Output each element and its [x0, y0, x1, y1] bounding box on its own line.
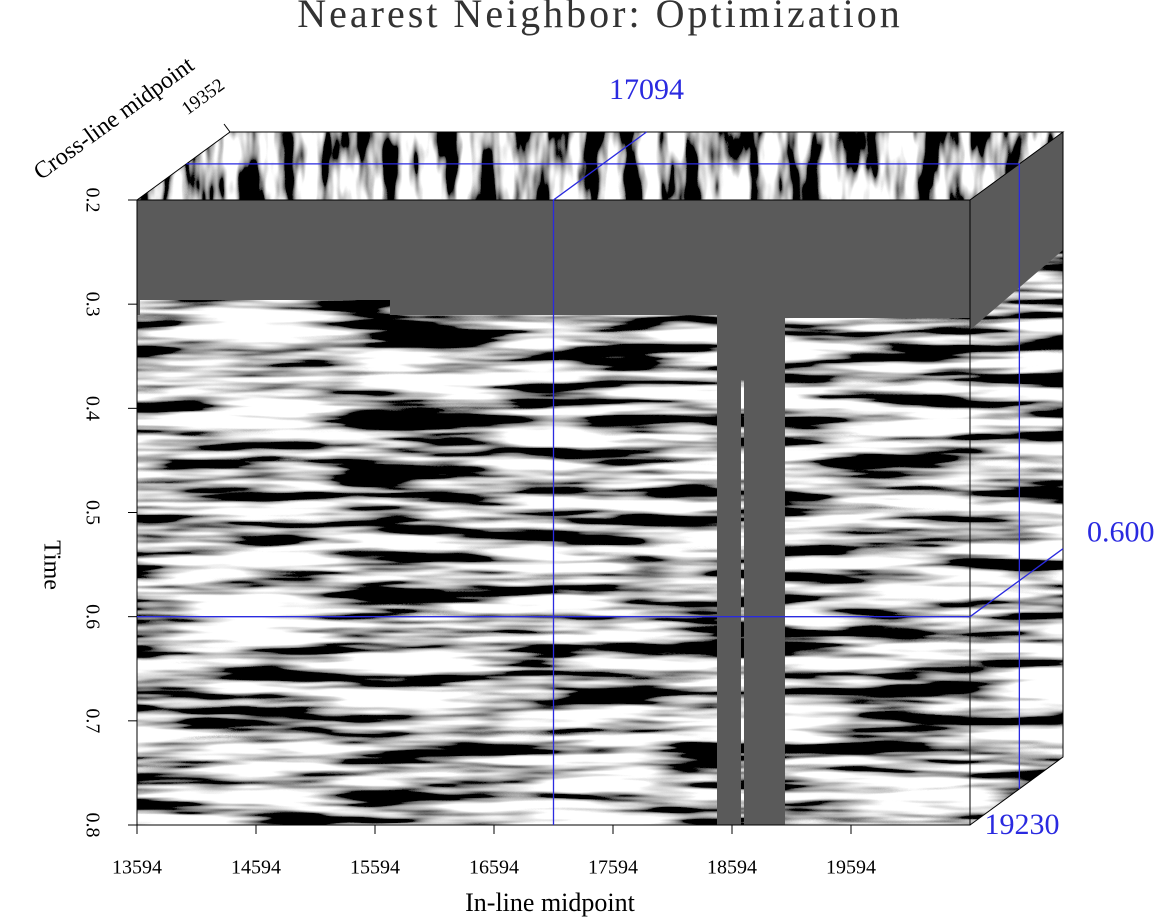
y-tick-label: 0.8	[81, 813, 103, 838]
y-tick-label: 0.4	[81, 396, 103, 421]
x-tick-label: 15594	[350, 857, 400, 879]
seismic-texture	[140, 300, 390, 340]
seismic-texture	[785, 318, 970, 825]
x-axis-label: In-line midpoint	[465, 888, 635, 917]
x-tick-label: 19594	[826, 857, 876, 879]
x-tick-label: 18594	[707, 857, 757, 879]
seismic-texture	[741, 380, 744, 825]
chart-title: Nearest Neighbor: Optimization	[297, 0, 902, 36]
y-tick-label: 0.6	[81, 604, 103, 629]
cube	[136, 131, 1065, 826]
y-tick-label: 0.3	[81, 292, 103, 317]
z-axis-label: Cross-line midpoint	[29, 52, 199, 186]
seismic-texture	[137, 315, 717, 825]
x-tick-label: 16594	[469, 857, 519, 879]
edge	[969, 132, 1064, 826]
seismic-texture	[540, 320, 650, 350]
y-tick-label: 0.7	[81, 708, 103, 733]
x-tick-label: 17594	[588, 857, 638, 879]
y-axis-label: Time	[38, 540, 64, 590]
y-slice-line	[137, 548, 1064, 618]
x-tick-label: 14594	[231, 857, 281, 879]
z-slice-line	[186, 163, 1021, 789]
x-tick-label: 13594	[112, 857, 162, 879]
y-tick-label: 0.5	[81, 500, 103, 525]
z-tick	[223, 123, 231, 133]
x-slice-label: 17094	[609, 73, 684, 106]
y-slice-label: 0.600	[1087, 516, 1155, 549]
y-tick-label: 0.2	[81, 188, 103, 213]
seismic-texture	[970, 250, 1063, 825]
z-slice-label: 19230	[985, 808, 1060, 841]
